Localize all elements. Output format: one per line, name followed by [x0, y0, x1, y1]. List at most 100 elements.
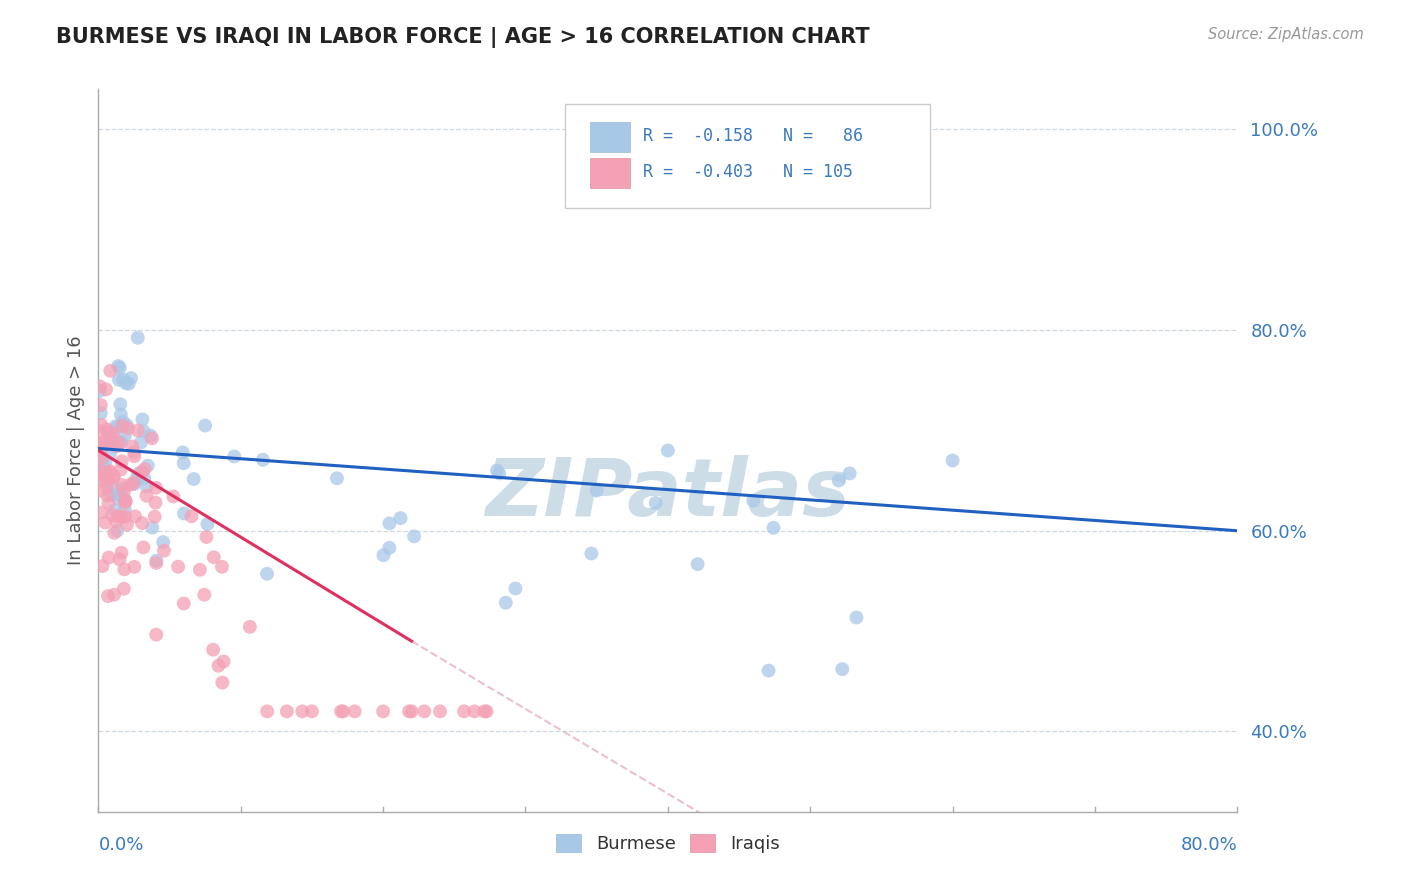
- Point: [112, 582, 135, 596]
- Point: [104, 419, 127, 434]
- Point: [107, 491, 129, 506]
- Point: [89, 384, 111, 398]
- Point: [131, 412, 153, 426]
- Point: [152, 535, 174, 549]
- Text: ZIPatlas: ZIPatlas: [485, 455, 851, 533]
- Point: [97, 550, 120, 565]
- Point: [758, 664, 780, 678]
- Text: R =  -0.403   N = 105: R = -0.403 N = 105: [643, 163, 853, 181]
- Text: BURMESE VS IRAQI IN LABOR FORCE | AGE > 16 CORRELATION CHART: BURMESE VS IRAQI IN LABOR FORCE | AGE > …: [56, 27, 870, 48]
- Point: [104, 503, 127, 517]
- Point: [120, 477, 142, 491]
- Point: [96, 480, 118, 494]
- Point: [94, 434, 117, 449]
- Point: [373, 705, 395, 719]
- Point: [89, 463, 111, 477]
- Point: [183, 472, 205, 486]
- Point: [112, 372, 135, 386]
- Point: [413, 705, 436, 719]
- Point: [114, 492, 136, 507]
- Text: R =  -0.158   N =   86: R = -0.158 N = 86: [643, 128, 863, 145]
- Point: [103, 525, 125, 540]
- Point: [114, 509, 136, 524]
- Point: [101, 427, 124, 442]
- Point: [742, 493, 765, 508]
- Point: [585, 483, 607, 498]
- Point: [131, 465, 153, 479]
- Point: [112, 562, 135, 576]
- Point: [97, 472, 120, 486]
- Point: [122, 445, 145, 459]
- Point: [96, 475, 118, 489]
- Point: [104, 439, 127, 453]
- Point: [332, 705, 354, 719]
- Point: [343, 705, 366, 719]
- Point: [114, 493, 136, 508]
- Point: [197, 517, 219, 532]
- Point: [173, 507, 195, 521]
- Point: [111, 509, 134, 524]
- Point: [110, 397, 132, 411]
- Point: [167, 559, 190, 574]
- Point: [94, 516, 117, 530]
- Point: [212, 655, 235, 669]
- Point: [107, 359, 129, 373]
- Point: [326, 471, 349, 485]
- Point: [252, 452, 274, 467]
- Point: [89, 445, 111, 459]
- Point: [98, 447, 121, 461]
- Point: [103, 469, 125, 483]
- Point: [132, 541, 155, 555]
- Point: [644, 496, 666, 510]
- Point: [202, 550, 225, 565]
- Point: [89, 474, 111, 488]
- Point: [139, 428, 162, 442]
- Point: [90, 472, 112, 486]
- Point: [107, 509, 129, 524]
- Point: [111, 454, 134, 468]
- Point: [115, 418, 138, 433]
- Point: [98, 364, 121, 378]
- Point: [111, 482, 134, 496]
- Point: [378, 516, 401, 531]
- Point: [495, 596, 517, 610]
- Point: [132, 424, 155, 438]
- Point: [291, 705, 314, 719]
- Point: [96, 467, 118, 481]
- Point: [762, 521, 785, 535]
- Point: [398, 705, 420, 719]
- Point: [90, 459, 112, 474]
- Point: [131, 516, 153, 530]
- Point: [124, 509, 146, 524]
- Point: [134, 462, 156, 476]
- Point: [108, 488, 131, 502]
- Point: [104, 434, 127, 448]
- Legend: Burmese, Iraqis: Burmese, Iraqis: [557, 834, 779, 854]
- Point: [114, 502, 136, 516]
- Point: [404, 529, 426, 543]
- Point: [110, 408, 132, 422]
- Point: [845, 610, 868, 624]
- Point: [94, 383, 117, 397]
- Point: [89, 379, 111, 393]
- Point: [108, 360, 131, 375]
- Point: [105, 524, 128, 538]
- Point: [145, 495, 167, 509]
- Point: [256, 566, 278, 581]
- Point: [173, 456, 195, 470]
- Point: [111, 418, 134, 433]
- Point: [488, 467, 510, 481]
- Point: [90, 398, 112, 412]
- Point: [105, 515, 128, 529]
- Point: [145, 481, 167, 495]
- Point: [100, 426, 122, 441]
- Point: [110, 463, 132, 477]
- Point: [330, 705, 353, 719]
- Point: [101, 508, 124, 523]
- Point: [686, 557, 709, 571]
- Point: [389, 511, 412, 525]
- Point: [474, 705, 496, 719]
- Point: [93, 459, 115, 474]
- Point: [173, 597, 195, 611]
- Point: [211, 675, 233, 690]
